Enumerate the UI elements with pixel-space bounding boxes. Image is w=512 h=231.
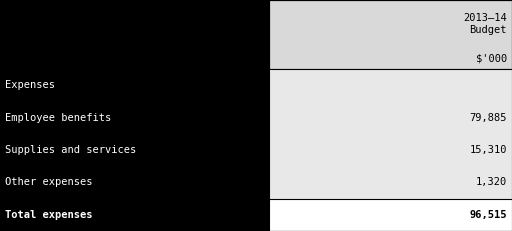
Bar xyxy=(0,134,269,166)
Bar xyxy=(269,69,512,102)
Bar xyxy=(269,0,512,69)
Bar xyxy=(269,102,512,134)
Bar xyxy=(269,134,512,166)
Text: 79,885: 79,885 xyxy=(470,113,507,123)
Text: Total expenses: Total expenses xyxy=(5,210,93,220)
Bar xyxy=(0,69,269,102)
Text: Supplies and services: Supplies and services xyxy=(5,145,136,155)
Text: 96,515: 96,515 xyxy=(470,210,507,220)
Text: 15,310: 15,310 xyxy=(470,145,507,155)
Text: 2013–14: 2013–14 xyxy=(463,13,507,24)
Text: Other expenses: Other expenses xyxy=(5,177,93,188)
Text: $'000: $'000 xyxy=(476,54,507,64)
Bar xyxy=(0,199,269,231)
Text: Employee benefits: Employee benefits xyxy=(5,113,112,123)
Text: Expenses: Expenses xyxy=(5,80,55,91)
Bar xyxy=(269,0,512,231)
Text: 1,320: 1,320 xyxy=(476,177,507,188)
Bar xyxy=(269,166,512,199)
Bar xyxy=(0,166,269,199)
Bar xyxy=(0,0,269,231)
Bar xyxy=(269,199,512,231)
Text: Budget: Budget xyxy=(470,25,507,35)
Bar xyxy=(0,102,269,134)
